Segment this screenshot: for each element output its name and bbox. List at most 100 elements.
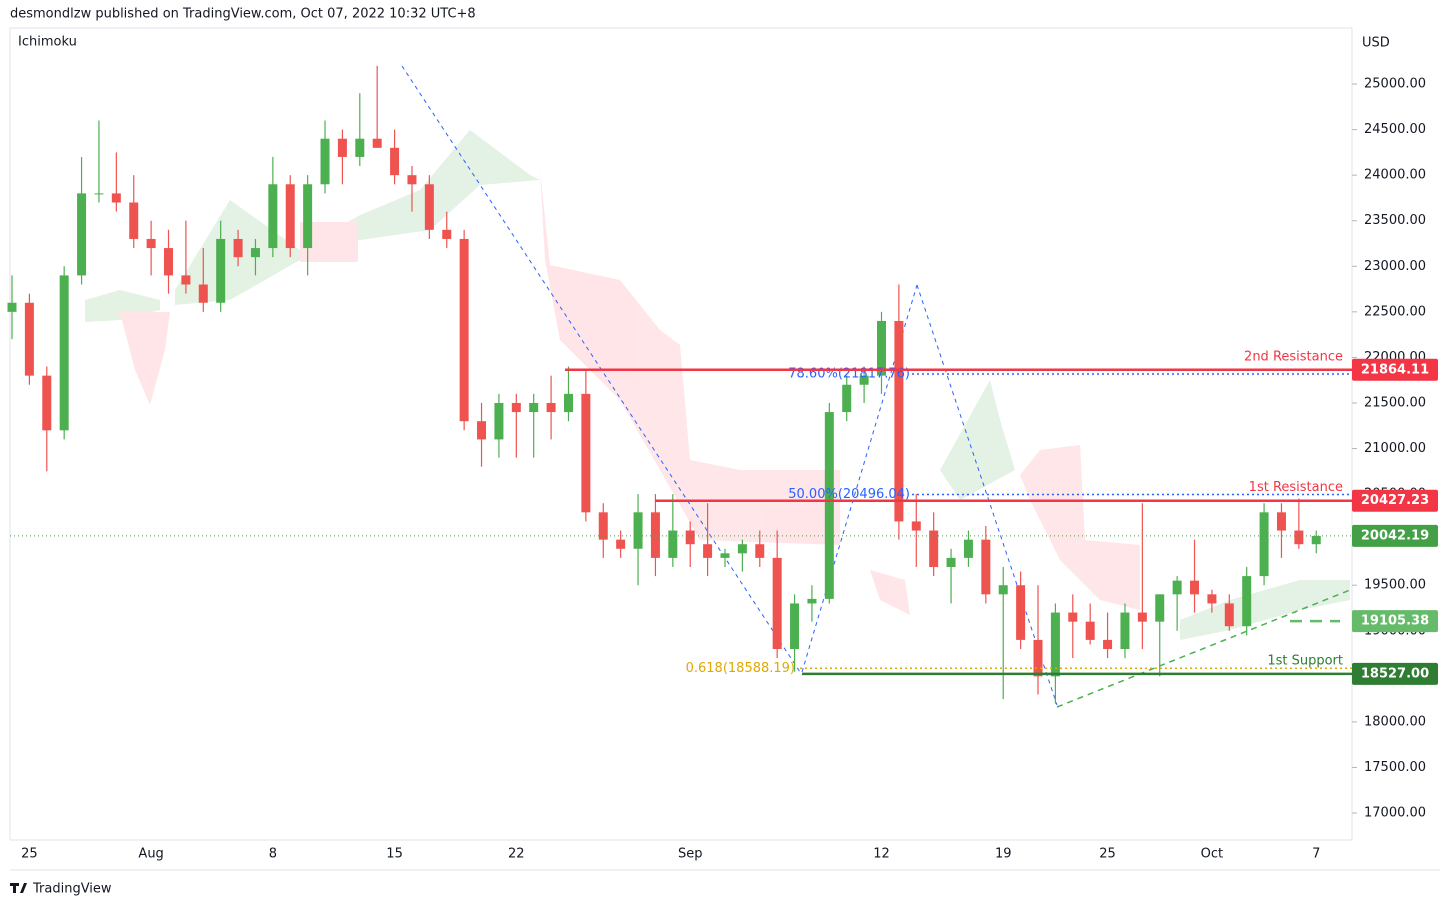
y-tick-label: 21500.00: [1364, 395, 1426, 410]
price-tag: [1352, 358, 1438, 381]
candle-body: [998, 585, 1008, 595]
x-tick-label: 12: [873, 847, 890, 862]
candle-body: [703, 544, 713, 558]
cloud: [540, 170, 840, 545]
brand: TradingView: [10, 882, 112, 897]
indicator-label: Ichimoku: [18, 35, 77, 50]
cloud: [1020, 445, 1140, 610]
candle-body: [1155, 594, 1165, 622]
x-tick-label: 7: [1312, 847, 1320, 862]
ichimoku-cloud: [85, 130, 1350, 640]
candle-body: [459, 238, 469, 422]
y-tick-label: 21000.00: [1364, 441, 1426, 456]
candle-body: [285, 184, 295, 249]
candle-body: [1120, 612, 1130, 650]
candle-body: [164, 248, 174, 276]
candle-body: [355, 138, 365, 157]
candle-body: [616, 539, 626, 549]
byline: desmondlzw published on TradingView.com,…: [10, 7, 476, 22]
candle-body: [894, 320, 904, 522]
candle-body: [581, 393, 591, 513]
trend-line: [916, 284, 1058, 706]
y-tick-label: 23000.00: [1364, 259, 1426, 274]
candle-body: [407, 175, 417, 185]
y-tick-label: 17000.00: [1364, 806, 1426, 821]
candle-body: [129, 202, 139, 239]
candle-body: [390, 147, 400, 176]
candle-body: [198, 284, 208, 303]
candle-body: [807, 598, 817, 604]
candle-body: [1294, 530, 1304, 545]
candle-body: [320, 138, 330, 185]
candle-body: [859, 375, 869, 385]
x-tick-label: Aug: [138, 847, 163, 862]
candle-body: [250, 248, 260, 258]
candle-body: [1068, 612, 1078, 622]
level-name: 1st Resistance: [1249, 480, 1343, 495]
candle-body: [77, 193, 87, 276]
price-tag-label: 20042.19: [1361, 528, 1429, 543]
candle-body: [146, 238, 156, 249]
candle-body: [111, 193, 121, 203]
candle-body: [877, 320, 886, 376]
y-tick-label: 24000.00: [1364, 168, 1426, 183]
y-tick-label: 25000.00: [1364, 77, 1426, 92]
candle-body: [1033, 639, 1043, 677]
x-tick-label: 15: [386, 847, 403, 862]
y-tick-label: 19500.00: [1364, 578, 1426, 593]
candle-body: [216, 238, 226, 303]
candle-body: [1242, 576, 1252, 627]
candle-body: [1137, 612, 1147, 622]
cloud: [870, 570, 910, 615]
candle-body: [1207, 594, 1217, 604]
fib-label: 0.618(18588.19): [686, 661, 795, 676]
price-tag: [1352, 524, 1438, 547]
candle-body: [1085, 621, 1095, 640]
candle-body: [563, 393, 573, 413]
candle-body: [911, 521, 921, 531]
candle-body: [1311, 536, 1321, 545]
candle-body: [42, 375, 52, 431]
y-tick-label: 24500.00: [1364, 122, 1426, 137]
candle-body: [233, 238, 243, 258]
candle-body: [1016, 585, 1026, 640]
candle-body: [59, 275, 69, 431]
price-tag-label: 20427.23: [1361, 493, 1429, 508]
brand-icon: [10, 883, 27, 893]
candle-body: [772, 557, 782, 650]
x-tick-label: 22: [508, 847, 525, 862]
trend-line: [1056, 589, 1351, 708]
cloud: [300, 222, 358, 262]
cloud: [175, 130, 540, 305]
candle-body: [477, 421, 487, 440]
candle-body: [94, 193, 104, 195]
level-name: 2nd Resistance: [1244, 349, 1343, 364]
candle-body: [598, 512, 608, 540]
y-tick-label: 22500.00: [1364, 304, 1426, 319]
candle-body: [1224, 603, 1234, 627]
candle-body: [633, 512, 643, 549]
candle-body: [529, 402, 539, 413]
level-name: 1st Support: [1267, 653, 1343, 668]
candle-body: [981, 539, 991, 595]
candle-body: [546, 402, 556, 413]
price-tag-label: 19105.38: [1361, 614, 1429, 629]
cloud: [1180, 580, 1350, 640]
x-tick-label: Sep: [678, 847, 703, 862]
currency: USD: [1362, 36, 1390, 51]
candle-body: [442, 229, 452, 239]
candle-body: [685, 530, 695, 545]
candle-body: [1103, 639, 1113, 650]
candle-body: [303, 184, 313, 249]
candle-body: [1190, 580, 1200, 595]
candle-body: [268, 184, 278, 249]
candle-body: [720, 553, 730, 558]
x-tick-label: 19: [995, 847, 1012, 862]
candle-body: [24, 302, 34, 376]
candle-body: [946, 557, 956, 567]
candle-body: [337, 138, 347, 157]
candle-body: [1276, 512, 1286, 531]
candle-body: [668, 530, 678, 558]
